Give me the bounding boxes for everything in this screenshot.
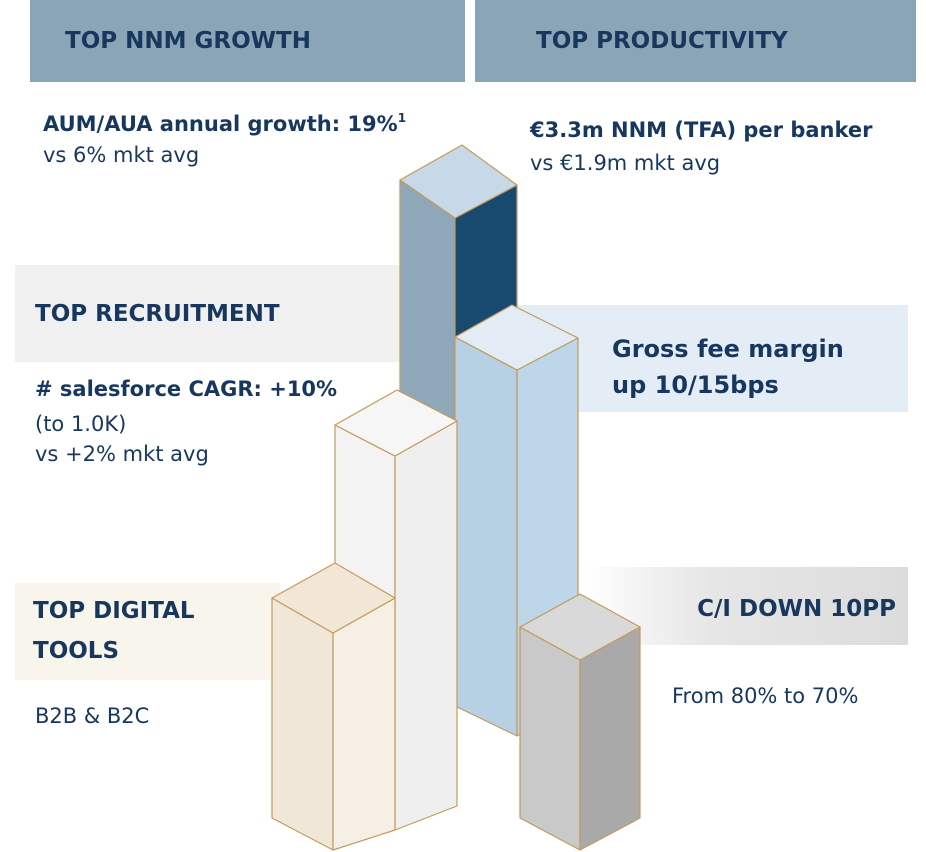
detail: From 80% to 70%	[672, 686, 859, 707]
column-face	[333, 598, 395, 850]
detail: vs €1.9m mkt avg	[530, 153, 720, 174]
detail: (to 1.0K)	[35, 414, 126, 435]
detail: vs 6% mkt avg	[43, 145, 199, 166]
column-face	[272, 598, 333, 850]
infographic: TOP NNM GROWTH TOP PRODUCTIVITY AUM/AUA …	[0, 0, 926, 852]
headline: up 10/15bps	[612, 373, 779, 397]
section-title: TOP RECRUITMENT	[35, 303, 280, 326]
column-face	[520, 627, 580, 850]
headline: AUM/AUA annual growth: 19%1	[43, 112, 406, 135]
section-title: TOOLS	[33, 640, 119, 663]
detail: B2B & B2C	[35, 706, 149, 727]
headline: Gross fee margin	[612, 337, 844, 361]
headline: €3.3m NNM (TFA) per banker	[530, 120, 872, 141]
column-face	[455, 337, 517, 736]
footnote-marker: 1	[398, 111, 406, 125]
section-title: C/I DOWN 10PP	[697, 598, 896, 621]
section-title: TOP DIGITAL	[33, 600, 195, 623]
column-face	[580, 627, 640, 850]
headline-text: AUM/AUA annual growth: 19%	[43, 112, 398, 136]
headline: # salesforce CAGR: +10%	[35, 379, 337, 400]
column-face	[395, 421, 457, 830]
detail: vs +2% mkt avg	[35, 444, 209, 465]
column-face	[400, 180, 455, 430]
